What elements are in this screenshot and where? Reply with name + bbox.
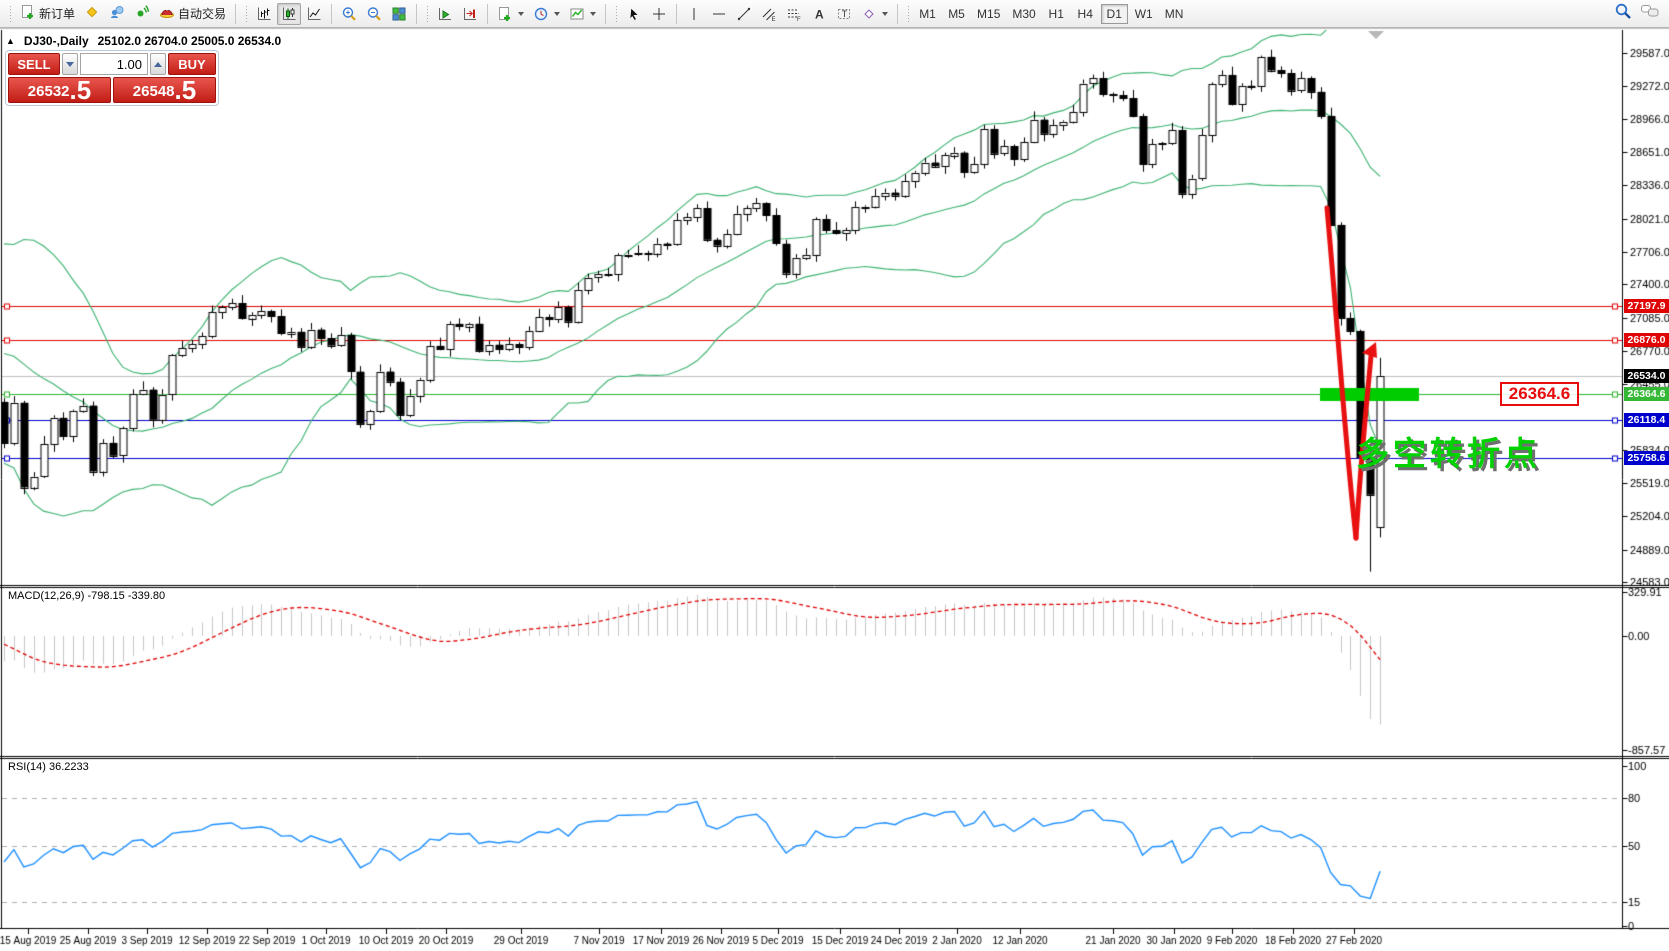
timeframe-button-m30[interactable]: M30 [1012, 6, 1036, 21]
sell-button[interactable]: SELL [8, 53, 60, 75]
volume-decrease-button[interactable] [62, 53, 78, 75]
dropdown-caret-icon [518, 11, 525, 16]
toolbar-grip [244, 5, 249, 22]
new-order-label: 新订单 [39, 7, 76, 21]
symbol-period-label: DJ30-,Daily [23, 34, 89, 48]
auto-scroll-button[interactable] [433, 3, 457, 25]
tile-windows-button[interactable] [387, 3, 411, 25]
collapse-arrow-icon[interactable]: ▲ [6, 36, 15, 46]
toolbar-separator [897, 3, 899, 24]
buy-price-frac: .5 [174, 74, 197, 105]
price-badge: 25758.6 [1624, 451, 1669, 465]
timeframes-dropdown[interactable] [529, 3, 564, 25]
toolbar-separator [331, 3, 333, 24]
macd-label: MACD(12,26,9) -798.15 -339.80 [8, 590, 166, 602]
sell-price-display[interactable]: 26532.5 [8, 77, 111, 103]
toolbar-separator [605, 3, 607, 24]
timeframe-button-m15[interactable]: M15 [977, 6, 1001, 21]
zoom-in-button[interactable] [337, 3, 361, 25]
search-icon[interactable] [1614, 2, 1632, 25]
new-order-button[interactable]: 新订单 [16, 3, 79, 25]
cursor-tool-button[interactable] [622, 3, 646, 25]
sell-price-frac: .5 [69, 74, 92, 105]
auto-trading-label: 自动交易 [178, 7, 227, 21]
history-button[interactable] [80, 3, 104, 25]
toolbar-grip [614, 5, 619, 22]
equidistant-channel-tool[interactable]: E [757, 3, 781, 25]
price-badge: 26534.0 [1624, 369, 1669, 383]
zoom-out-button[interactable] [362, 3, 386, 25]
main-toolbar: 新订单 自动交易 [0, 0, 1669, 28]
toolbar-right-icons [1614, 2, 1664, 25]
volume-input[interactable]: 1.00 [80, 53, 148, 75]
horizontal-line-tool[interactable] [707, 3, 731, 25]
text-label-tool[interactable]: T [832, 3, 856, 25]
toolbar-separator [235, 3, 237, 24]
candlestick-mode-button[interactable] [277, 2, 302, 25]
timeframe-button-m1[interactable]: M1 [919, 6, 936, 21]
signals-button[interactable] [130, 3, 154, 25]
timeframe-button-h1[interactable]: H1 [1048, 6, 1064, 21]
chart-shift-button[interactable] [458, 3, 482, 25]
text-tool[interactable]: A [807, 3, 831, 25]
auto-trading-button[interactable]: 自动交易 [155, 3, 230, 25]
timeframe-button-m5[interactable]: M5 [948, 6, 965, 21]
signal-icon [134, 4, 150, 23]
svg-text:T: T [842, 9, 848, 19]
price-badge: 27197.9 [1624, 299, 1669, 313]
trendline-tool[interactable] [732, 3, 756, 25]
buy-button[interactable]: BUY [168, 53, 216, 75]
timeframe-button-mn[interactable]: MN [1164, 6, 1184, 21]
timeframe-group: M1 M5 M15 M30 H1 H4 D1 W1 MN [914, 3, 1188, 24]
timeframe-button-d1[interactable]: D1 [1100, 3, 1128, 24]
toolbar-grip [425, 5, 430, 22]
up-arrow-icon [154, 61, 162, 67]
chat-icon[interactable] [1640, 3, 1660, 24]
toolbar-grip [906, 5, 911, 22]
line-chart-mode-button[interactable] [302, 3, 326, 25]
one-click-trading-panel: SELL 1.00 BUY 26532.5 26548.5 [5, 50, 219, 106]
community-button[interactable] [105, 3, 129, 25]
buy-price-main: 26548 [132, 83, 175, 100]
arrows-dropdown[interactable] [857, 3, 892, 25]
dropdown-caret-icon [554, 11, 561, 16]
down-arrow-icon [66, 61, 74, 67]
timeframe-button-h4[interactable]: H4 [1077, 6, 1093, 21]
fibonacci-tool[interactable]: F [782, 3, 806, 25]
rsi-label: RSI(14) 36.2233 [8, 761, 89, 773]
svg-text:A: A [815, 7, 824, 21]
new-chart-dropdown[interactable] [493, 3, 528, 25]
auto-trading-hat-icon [159, 4, 175, 23]
svg-text:F: F [797, 17, 801, 22]
price-badge: 26876.0 [1624, 333, 1669, 347]
volume-increase-button[interactable] [150, 53, 166, 75]
toolbar-grip [8, 5, 12, 22]
bar-chart-mode-button[interactable] [252, 3, 276, 25]
toolbar-separator [416, 3, 418, 24]
sell-price-main: 26532 [27, 83, 70, 100]
crosshair-tool-button[interactable] [647, 3, 671, 25]
buy-price-display[interactable]: 26548.5 [113, 77, 216, 103]
svg-text:E: E [772, 17, 776, 22]
cloud-user-icon [109, 4, 125, 23]
toolbar-separator [487, 3, 489, 24]
ohlc-values: 25102.0 26704.0 25005.0 26534.0 [97, 34, 282, 48]
toolbar-separator [676, 3, 678, 24]
history-icon [84, 4, 100, 23]
new-order-icon [20, 4, 36, 23]
price-badge: 26118.4 [1624, 413, 1669, 427]
dropdown-caret-icon [882, 11, 889, 16]
chart-header: ▲ DJ30-,Daily 25102.0 26704.0 25005.0 26… [6, 34, 281, 48]
indicators-dropdown[interactable] [565, 3, 600, 25]
price-badge: 26364.6 [1624, 387, 1669, 401]
chinese-note-text[interactable]: 多空转折点 [1356, 435, 1541, 472]
price-level-callout[interactable]: 26364.6 [1500, 382, 1579, 406]
vertical-line-tool[interactable] [682, 3, 706, 25]
dropdown-caret-icon [590, 11, 597, 16]
timeframe-button-w1[interactable]: W1 [1134, 6, 1153, 21]
